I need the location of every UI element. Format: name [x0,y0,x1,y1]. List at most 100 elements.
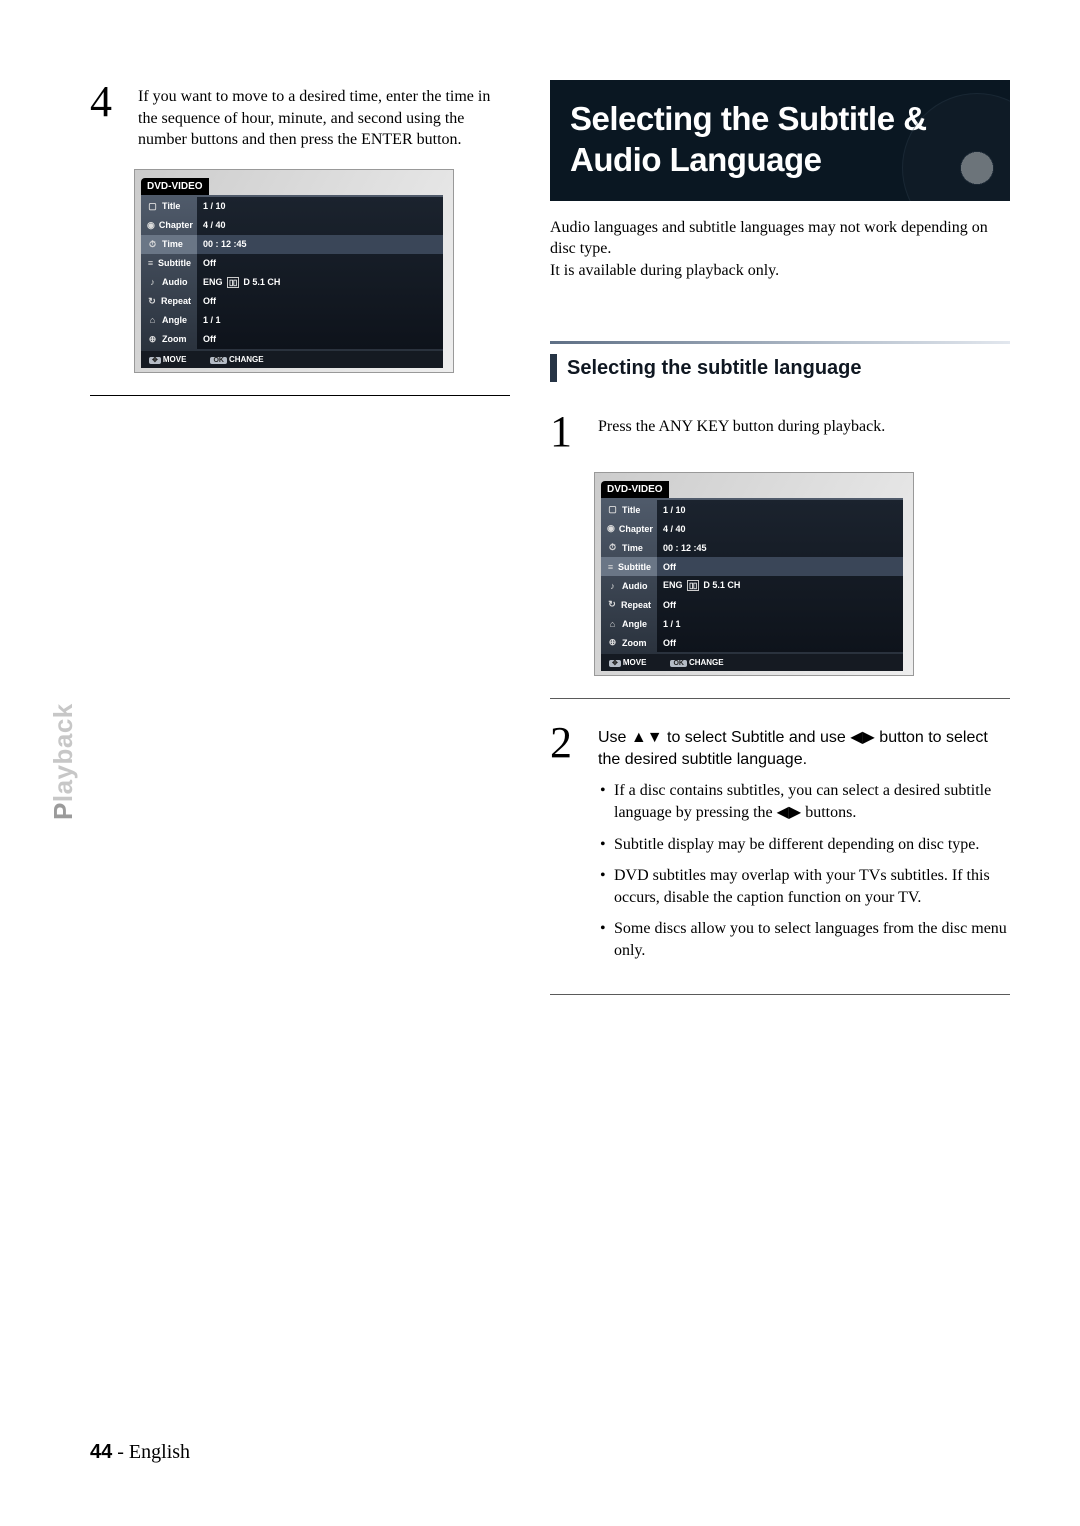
left-divider [90,395,510,396]
osd-label-row: ♪ Audio [141,273,197,292]
page-footer: 44 - English [90,1441,190,1464]
osd-label-row: ▢ Title [601,500,657,519]
osd-row-icon: ⊕ [147,334,158,345]
osd-row-icon: ⏱ [607,542,618,553]
step-2-body: Use ▲▼ to select Subtitle and use ◀▶ but… [598,721,1010,971]
bullet-item: Some discs allow you to select languages… [600,918,1010,961]
step-text: If you want to move to a desired time, e… [138,80,510,151]
step-4: 4 If you want to move to a desired time,… [90,80,510,151]
osd-value-row: ENG ▯▯ D 5.1 CH [657,576,903,595]
osd-values-col: 1 / 10 4 / 40 00 : 12 :45 Off ENG ▯▯ D 5.1 C… [197,197,443,349]
osd-row-value: Off [203,258,216,268]
osd-value-row: Off [197,330,443,349]
osd-row-icon: ▢ [607,504,618,515]
section-side-label: Playback [48,703,79,820]
osd-row-icon: ♪ [607,580,618,591]
osd-row-label: Title [622,505,640,515]
osd-footer: ✥MOVE OKCHANGE [141,351,443,368]
right-divider-1 [550,698,1010,699]
osd-row-label: Chapter [159,220,193,230]
osd-row-label: Chapter [619,524,653,534]
osd-footer-move: ✥MOVE [149,355,186,364]
page-language: English [129,1441,190,1463]
osd-row-icon: ⌂ [147,315,158,326]
osd-row-value: Off [203,334,216,344]
side-label-rest: layback [48,703,78,802]
osd-row-icon: ⏱ [147,239,158,250]
step-number: 4 [90,80,124,151]
step-number: 2 [550,721,584,971]
osd-value-row: 00 : 12 :45 [657,538,903,557]
osd-row-value: 00 : 12 :45 [203,239,247,249]
subhead-bar [550,354,557,382]
osd-panel-subtitle: DVD-VIDEO ▢ Title ◉ Chapter⏱ Time ≡ Subtitle♪ Au… [594,472,914,676]
bullet-item: If a disc contains subtitles, you can se… [600,780,1010,823]
osd-row-icon: ◉ [147,220,155,231]
osd-row-label: Zoom [162,334,187,344]
osd-value-row: ENG ▯▯ D 5.1 CH [197,273,443,292]
subhead: Selecting the subtitle language [567,357,862,380]
left-column: 4 If you want to move to a desired time,… [90,80,510,1017]
osd-row-icon: ◉ [607,523,615,534]
step-2-bullets: If a disc contains subtitles, you can se… [598,780,1010,961]
osd-value-row: Off [657,595,903,614]
osd-row-value: Off [663,562,676,572]
osd-value-row: 1 / 1 [657,614,903,633]
osd-row-label: Subtitle [618,562,651,572]
osd-row-value: Off [663,638,676,648]
osd-row-icon: ⌂ [607,618,618,629]
osd-value-row: Off [657,633,903,652]
osd-row-icon: ⊕ [607,637,618,648]
osd-row-label: Subtitle [158,258,191,268]
osd-row-label: Audio [162,277,188,287]
osd-row-label: Angle [622,619,647,629]
page: Playback 4 If you want to move to a desi… [0,0,1080,1526]
osd-label-row: ♪ Audio [601,576,657,595]
osd-value-row: 4 / 40 [197,216,443,235]
osd-panel-time: DVD-VIDEO▢Title◉Chapter⏱Time≡Subtitle♪Au… [134,169,454,373]
osd-label-row: ≡Subtitle [141,254,197,273]
side-label-accent: P [48,802,78,820]
step-2: 2 Use ▲▼ to select Subtitle and use ◀▶ b… [550,721,1010,971]
right-divider-2 [550,994,1010,995]
step-2-lead: Use ▲▼ to select Subtitle and use ◀▶ but… [598,721,1010,770]
osd-body: ▢Title◉Chapter⏱Time≡Subtitle♪Audio↻Repea… [141,195,443,351]
osd-row-label: Audio [622,581,648,591]
page-number: 44 [90,1441,112,1463]
osd-label-row: ↻Repeat [601,595,657,614]
osd-row-label: Repeat [161,296,191,306]
osd-labels-col: ▢Title◉Chapter⏱Time≡Subtitle♪Audio↻Repea… [141,197,197,349]
osd-header: DVD-VIDEO [601,481,669,498]
osd-row-value: 4 / 40 [663,524,686,534]
osd-footer: ✥MOVEOKCHANGE [601,654,903,671]
step-1: 1 Press the ANY KEY button during playba… [550,410,1010,454]
intro-text: Audio languages and subtitle languages m… [550,217,1010,282]
osd-row-icon: ↻ [147,296,157,307]
osd-value-row: 1 / 1 [197,311,443,330]
osd-row-value: 1 / 1 [203,315,221,325]
osd-footer-change: OKCHANGE [210,355,263,364]
osd-row-label: Time [622,543,643,553]
two-column-layout: 4 If you want to move to a desired time,… [90,80,1010,1017]
osd-row-value: 1 / 10 [203,201,226,211]
right-column: Selecting the Subtitle & Audio Language … [550,80,1010,1017]
osd-label-row: ◉ Chapter [141,216,197,235]
osd-row-icon: ▢ [147,201,158,212]
osd-row-label: Zoom [622,638,647,648]
osd-value-row: Off [657,557,903,576]
osd-row-value: Off [203,296,216,306]
osd-row-value: ENG ▯▯ D 5.1 CH [203,277,280,288]
osd-value-row: 00 : 12 :45 [197,235,443,254]
osd-value-row: 4 / 40 [657,519,903,538]
osd-row-icon: ♪ [147,277,158,288]
osd-row-value: 1 / 1 [663,619,681,629]
osd-label-row: ◉ Chapter [601,519,657,538]
hero-banner: Selecting the Subtitle & Audio Language [550,80,1010,201]
osd-header: DVD-VIDEO [141,178,209,195]
osd-body: ▢ Title ◉ Chapter⏱ Time ≡ Subtitle♪ Audio ↻Repea… [601,498,903,654]
osd-value-row: Off [197,254,443,273]
osd-row-value: 1 / 10 [663,505,686,515]
osd-row-icon: ≡ [607,561,614,572]
osd-label-row: ≡ Subtitle [601,557,657,576]
osd-label-row: ⌂Angle [141,311,197,330]
